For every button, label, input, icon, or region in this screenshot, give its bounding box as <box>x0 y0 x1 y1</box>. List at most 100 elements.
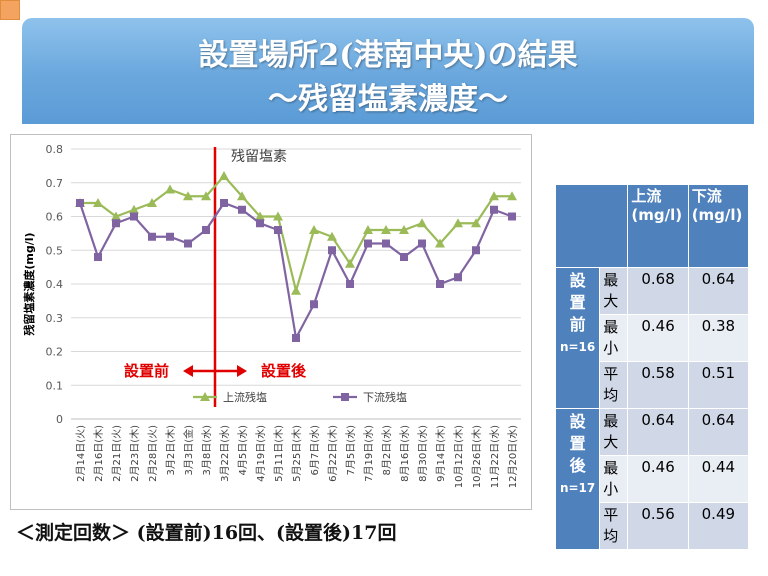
data-point <box>183 191 193 201</box>
data-point <box>417 218 427 228</box>
arrow-right-head <box>237 365 247 377</box>
row-label: 最大 <box>599 267 629 315</box>
table-corner <box>554 184 629 268</box>
x-tick-label: 10月12日(木) <box>453 425 465 488</box>
cell-value: 0.64 <box>687 267 750 315</box>
data-point <box>147 198 157 207</box>
group-before: 設置前 n=16 <box>554 267 601 409</box>
series-line-1 <box>80 174 512 295</box>
x-tick-label: 2月21日(火) <box>111 425 123 482</box>
data-point <box>346 280 354 288</box>
group-after-label: 設置後 <box>569 412 586 475</box>
y-tick-label: 0.1 <box>46 379 64 392</box>
data-point <box>364 239 372 248</box>
header-downstream: 下流(mg/l) <box>687 184 750 268</box>
group-after: 設置後 n=17 <box>554 408 601 550</box>
cell-value: 0.51 <box>687 361 750 409</box>
cell-value: 0.46 <box>627 455 689 503</box>
x-tick-label: 8月30日(水) <box>417 425 429 482</box>
data-point <box>327 231 337 241</box>
group-before-count: n=16 <box>559 340 596 354</box>
legend-marker-downstream <box>341 393 349 401</box>
data-point <box>328 246 336 255</box>
data-point <box>148 232 156 241</box>
x-tick-label: 3月8日(水) <box>201 425 213 476</box>
x-tick-label: 7月19日(水) <box>363 425 375 482</box>
data-point <box>219 171 229 180</box>
data-point <box>202 226 210 234</box>
data-point <box>130 212 138 221</box>
chart-title: 残留塩素 <box>231 149 287 165</box>
data-point <box>454 273 462 282</box>
cell-value: 0.68 <box>627 267 689 315</box>
y-tick-label: 0.4 <box>46 278 64 291</box>
x-tick-label: 2月28日(火) <box>147 425 159 482</box>
cell-value: 0.56 <box>627 502 689 550</box>
data-point <box>238 205 246 214</box>
y-tick-label: 0.6 <box>46 211 64 224</box>
legend-marker-upstream <box>200 392 210 401</box>
cell-value: 0.49 <box>687 502 750 550</box>
data-point <box>129 204 139 214</box>
data-point <box>472 246 480 255</box>
y-tick-label: 0.8 <box>46 143 64 156</box>
cell-value: 0.64 <box>687 408 750 456</box>
data-point <box>400 253 408 261</box>
data-point <box>94 253 102 261</box>
row-label: 最小 <box>599 455 629 503</box>
x-tick-label: 2月16日(木) <box>93 425 105 482</box>
legend-downstream: 下流残塩 <box>363 390 407 404</box>
cell-value: 0.38 <box>687 314 750 362</box>
data-point <box>237 191 247 201</box>
data-point <box>112 219 120 228</box>
data-point <box>363 225 373 234</box>
row-label: 平均 <box>599 502 629 550</box>
x-tick-label: 5月11日(木) <box>273 425 285 482</box>
row-label: 平均 <box>599 361 629 409</box>
x-tick-label: 6月7日(水) <box>309 425 321 476</box>
data-point <box>382 239 390 248</box>
x-tick-label: 2月23日(木) <box>129 425 141 482</box>
x-tick-label: 8月16日(水) <box>399 425 411 482</box>
data-point <box>310 300 318 309</box>
data-point <box>507 191 517 201</box>
data-point <box>471 218 481 228</box>
x-tick-label: 3月2日(木) <box>165 425 177 476</box>
data-point <box>201 191 211 201</box>
data-point <box>435 238 445 248</box>
y-tick-label: 0.7 <box>46 177 64 190</box>
x-tick-label: 10月26日(木) <box>471 425 483 488</box>
cell-value: 0.46 <box>627 314 689 362</box>
arrow-left-head <box>183 365 193 377</box>
x-tick-label: 7月5日(水) <box>345 425 357 476</box>
data-point <box>274 226 282 234</box>
x-tick-label: 6月22日(木) <box>327 425 339 482</box>
x-tick-label: 12月20日(水) <box>507 425 519 488</box>
line-chart: 0 0.1 0.2 0.3 0.4 0.5 0.6 0.7 0.8 2月14日(火) 2月16日(木… <box>22 143 521 488</box>
measurement-count-note: ＜測定回数＞ (設置前)16回、(設置後)17回 <box>16 522 397 544</box>
data-point <box>165 184 175 194</box>
header-upstream: 上流(mg/l) <box>627 184 689 268</box>
data-point <box>381 225 391 234</box>
page-title: 設置場所2(港南中央)の結果 <box>198 38 578 73</box>
data-point <box>399 225 409 234</box>
x-tick-label: 2月14日(火) <box>75 425 87 482</box>
y-axis-label: 残留塩素濃度(mg/l) <box>22 232 36 335</box>
after-label: 設置後 <box>261 362 307 380</box>
data-point <box>309 225 319 234</box>
title-banner <box>22 18 754 124</box>
x-tick-label: 3月3日(金) <box>182 425 195 476</box>
before-label: 設置前 <box>124 362 169 380</box>
data-point <box>256 219 264 228</box>
x-tick-label: 8月2日(水) <box>381 425 393 476</box>
cell-value: 0.44 <box>687 455 750 503</box>
group-after-count: n=17 <box>559 481 596 495</box>
data-point <box>490 205 498 214</box>
chart-panel: 0 0.1 0.2 0.3 0.4 0.5 0.6 0.7 0.8 2月14日(火) 2月16日(木… <box>10 134 532 510</box>
x-tick-label: 4月19日(水) <box>255 425 267 482</box>
data-point <box>184 239 192 248</box>
data-point <box>418 239 426 248</box>
data-point <box>273 211 283 221</box>
x-tick-label: 9月14日(木) <box>435 425 447 482</box>
data-point <box>436 280 444 288</box>
